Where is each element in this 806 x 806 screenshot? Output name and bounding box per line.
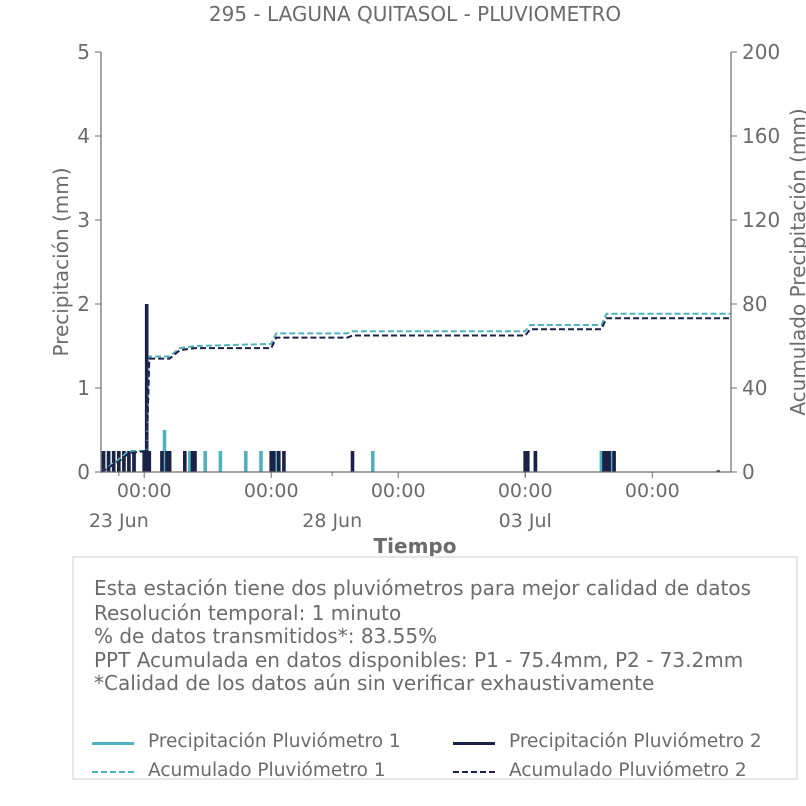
y-axis-label: Precipitación (mm)	[49, 167, 73, 356]
bar-2-28	[716, 470, 721, 472]
y2-tick-label-3: 120	[742, 208, 780, 232]
bar-2-27	[612, 451, 616, 472]
bar-1-11	[188, 451, 192, 472]
legend-label-p2: Precipitación Pluviómetro 2	[509, 731, 762, 752]
y-tick-label-3: 3	[77, 208, 90, 232]
y-tick-label-0: 0	[77, 460, 90, 484]
y2-tick-label-0: 0	[742, 460, 755, 484]
bar-2-21	[523, 451, 527, 472]
legend-label-p1: Precipitación Pluviómetro 1	[148, 731, 401, 752]
info-line-accumulated: PPT Acumulada en datos disponibles: P1 -…	[94, 648, 744, 672]
y2-tick-label-4: 160	[742, 124, 780, 148]
bar-1-16	[274, 451, 279, 472]
bar-2-5	[127, 451, 131, 472]
bar-1-13	[218, 451, 223, 472]
info-line-stations: Esta estación tiene dos pluviómetros par…	[94, 576, 752, 600]
legend-swatch-a1	[92, 771, 134, 773]
y2-tick-label-2: 80	[742, 292, 767, 316]
x-tick-label-2: 00:00	[371, 480, 426, 502]
bar-2-24	[602, 451, 606, 472]
bar-2-9	[147, 451, 152, 472]
bar-2-26	[607, 451, 611, 472]
legend-label-a2: Acumulado Pluviómetro 2	[509, 760, 747, 781]
bar-2-10	[160, 451, 164, 472]
y-tick-label-2: 2	[77, 292, 90, 316]
bar-1-15	[259, 451, 263, 472]
bar-1-17	[371, 451, 375, 472]
bar-2-22	[526, 451, 530, 472]
legend-swatch-p2	[453, 742, 495, 745]
accumulated-line-1	[100, 312, 731, 473]
precipitation-chart: 295 - LAGUNA QUITASOL - PLUVIOMETRO 0123…	[49, 2, 806, 556]
bar-1-20	[599, 451, 604, 472]
y2-tick-label-5: 200	[742, 40, 780, 64]
bar-1-14	[244, 451, 248, 472]
bar-2-13	[183, 451, 187, 472]
y-tick-label-4: 4	[77, 124, 90, 148]
accumulated-line-2	[100, 317, 731, 473]
bar-2-25	[604, 451, 609, 472]
bar-2-12	[167, 451, 172, 472]
info-line-resolution: Resolución temporal: 1 minuto	[94, 601, 402, 625]
y-tick-label-1: 1	[77, 376, 90, 400]
x-tick-label-0: 00:00	[117, 480, 172, 502]
x-tick-label-1: 00:00	[244, 480, 299, 502]
x-date-label-1: 28 Jun	[302, 510, 362, 532]
bar-2-7	[142, 451, 146, 472]
y-tick-label-5: 5	[77, 40, 90, 64]
bar-2-18	[277, 451, 281, 472]
x-axis-label: Tiempo	[374, 534, 457, 556]
y2-axis-label: Acumulado Precipitación (mm)	[786, 108, 806, 415]
y2-tick-label-1: 40	[742, 376, 767, 400]
plot-area: 0 1 2 3 4 5 0 40 80 120 160 200 00:00 00:00 00:00 00:00…	[77, 40, 780, 532]
legend-swatch-a2	[453, 771, 495, 773]
x-date-label-0: 23 Jun	[89, 510, 149, 532]
bar-2-0	[101, 451, 106, 472]
bar-1-22	[609, 451, 614, 472]
legend-swatch-p1	[92, 742, 134, 745]
bar-2-1	[106, 451, 111, 472]
bar-2-2	[111, 451, 116, 472]
bar-2-4	[122, 451, 126, 472]
x-tick-label-4: 00:00	[625, 480, 680, 502]
chart-title: 295 - LAGUNA QUITASOL - PLUVIOMETRO	[209, 2, 621, 26]
x-tick-label-3: 00:00	[498, 480, 553, 502]
bar-2-6	[132, 451, 136, 472]
bar-2-15	[193, 451, 197, 472]
info-legend-box: Esta estación tiene dos pluviómetros par…	[72, 556, 798, 781]
bar-2-20	[350, 451, 355, 472]
bar-2-19	[282, 451, 286, 472]
bar-1-12	[203, 451, 207, 472]
legend-label-a1: Acumulado Pluviómetro 1	[148, 760, 386, 781]
bar-2-8	[144, 304, 149, 472]
bar-2-16	[269, 451, 273, 472]
bar-2-17	[271, 451, 276, 472]
info-line-quality-note: *Calidad de los datos aún sin verificar …	[94, 671, 655, 695]
info-line-transmitted: % de datos transmitidos*: 83.55%	[94, 624, 438, 648]
bar-2-23	[533, 451, 538, 472]
bar-2-11	[165, 451, 169, 472]
bar-1-9	[162, 430, 167, 472]
bar-2-14	[190, 451, 195, 472]
x-date-label-2: 03 Jul	[499, 510, 552, 532]
